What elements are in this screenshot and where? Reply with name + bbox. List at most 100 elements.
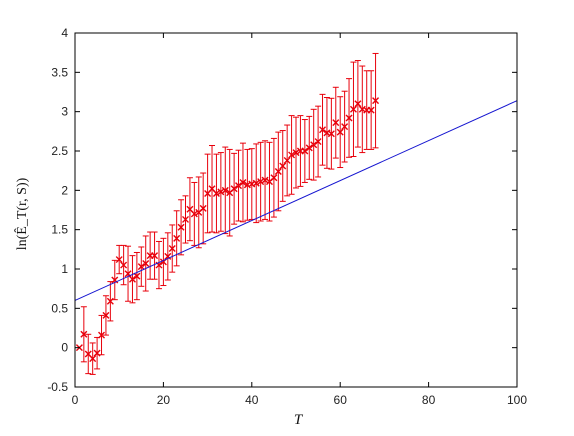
data-point [354, 100, 362, 108]
data-point [115, 256, 123, 264]
x-tick-label: 20 [157, 393, 171, 407]
data-point [230, 185, 238, 193]
data-point [257, 178, 265, 186]
data-point [235, 182, 243, 190]
data-point [283, 156, 291, 164]
data-point [252, 179, 260, 187]
y-tick-label: 4 [61, 26, 68, 40]
data-point [182, 215, 189, 223]
y-tick-label: 2 [61, 183, 68, 197]
marker-stroke [327, 130, 335, 138]
marker-stroke [270, 174, 278, 182]
y-tick-label: 3 [61, 105, 68, 119]
marker-stroke [257, 178, 265, 186]
marker-stroke [310, 141, 318, 149]
x-tick-label: 40 [245, 393, 259, 407]
marker-stroke [212, 189, 220, 197]
data-point [102, 311, 110, 319]
marker-stroke [345, 114, 353, 122]
data-point [98, 331, 106, 339]
marker-stroke [84, 350, 92, 358]
plot-frame [74, 32, 518, 388]
data-point [133, 272, 141, 280]
data-point [310, 141, 318, 149]
marker-stroke [319, 126, 327, 134]
marker-stroke [248, 180, 256, 188]
y-tick-label: 1 [61, 262, 68, 276]
y-tick-label: 0.5 [51, 301, 68, 315]
plot-area [74, 52, 518, 375]
fit-line [74, 100, 518, 301]
marker-stroke [217, 188, 225, 196]
data-point [279, 162, 287, 170]
marker-stroke [301, 147, 309, 155]
marker-stroke [243, 181, 251, 189]
marker-stroke [137, 263, 145, 271]
data-point [173, 234, 181, 242]
data-point [142, 259, 150, 267]
data-point [336, 128, 344, 136]
data-point [128, 275, 136, 283]
marker-stroke [89, 355, 97, 363]
marker-stroke [173, 234, 181, 242]
marker-stroke [111, 276, 119, 284]
data-point [314, 138, 322, 146]
marker-stroke [305, 144, 313, 152]
data-point [199, 204, 207, 212]
y-tick-label: 1.5 [51, 223, 68, 237]
data-point [137, 263, 145, 271]
marker-stroke [190, 210, 198, 218]
marker-stroke [128, 275, 136, 283]
marker-stroke [292, 149, 300, 157]
marker-stroke [252, 179, 260, 187]
marker-stroke [336, 128, 344, 136]
data-point [239, 178, 247, 186]
data-point [164, 252, 172, 260]
data-point [151, 252, 159, 260]
marker-stroke [142, 259, 150, 267]
data-point [367, 106, 375, 114]
data-point [345, 114, 353, 122]
x-tick-label: 80 [422, 393, 436, 407]
y-tick-label: 0 [61, 341, 68, 355]
y-tick-label: 2.5 [51, 144, 68, 158]
marker-stroke [182, 215, 189, 223]
marker-stroke [120, 261, 128, 269]
data-point [217, 188, 225, 196]
marker-stroke [341, 123, 349, 131]
marker-stroke [155, 261, 163, 269]
marker-stroke [115, 256, 123, 264]
data-point [261, 176, 269, 184]
y-tick-label: 3.5 [51, 65, 68, 79]
data-point [301, 147, 309, 155]
data-point [341, 123, 349, 131]
marker-stroke [367, 106, 375, 114]
marker-stroke [354, 100, 362, 108]
data-point [80, 330, 88, 338]
marker-stroke [283, 156, 291, 164]
data-point [319, 126, 327, 134]
marker-stroke [372, 97, 380, 105]
marker-stroke [279, 162, 287, 170]
x-axis-label: T [294, 412, 304, 428]
data-point [120, 261, 128, 269]
data-point [212, 189, 220, 197]
marker-stroke [177, 223, 185, 231]
marker-stroke [133, 272, 141, 280]
y-axis-label: ln(Ê_T(r, S)) [13, 177, 30, 250]
marker-stroke [80, 330, 88, 338]
marker-stroke [168, 245, 176, 253]
data-point [274, 167, 282, 175]
marker-stroke [164, 252, 172, 260]
marker-stroke [230, 185, 238, 193]
marker-stroke [102, 311, 110, 319]
marker-stroke [314, 138, 322, 146]
marker-stroke [124, 270, 132, 278]
marker-stroke [274, 167, 282, 175]
marker-stroke [235, 182, 243, 190]
data-point [332, 119, 340, 127]
y-tick-label: -0.5 [47, 380, 68, 394]
data-point [89, 355, 97, 363]
data-point [168, 245, 176, 253]
